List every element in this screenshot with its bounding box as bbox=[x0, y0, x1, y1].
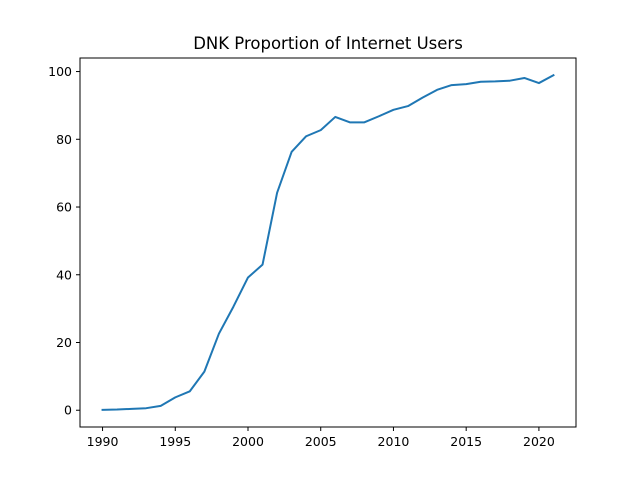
plot-area bbox=[101, 73, 555, 411]
x-axis: 1990 1995 2000 2005 2010 2015 2020 bbox=[87, 427, 555, 449]
x-tick-label: 2010 bbox=[378, 434, 410, 449]
y-tick-label: 100 bbox=[48, 64, 72, 79]
x-tick-label: 1990 bbox=[87, 434, 119, 449]
x-tick-label: 2005 bbox=[305, 434, 337, 449]
x-tick-label: 2015 bbox=[450, 434, 482, 449]
x-tick-label: 2020 bbox=[523, 434, 555, 449]
y-tick-label: 0 bbox=[64, 403, 72, 418]
y-tick-label: 60 bbox=[56, 200, 72, 215]
y-axis: 0 20 40 60 80 100 bbox=[48, 64, 80, 418]
y-tick-label: 20 bbox=[56, 335, 72, 350]
y-tick-label: 40 bbox=[56, 267, 72, 282]
x-tick-label: 2000 bbox=[232, 434, 264, 449]
y-tick-label: 80 bbox=[56, 132, 72, 147]
x-tick-label: 1995 bbox=[159, 434, 191, 449]
chart-title: DNK Proportion of Internet Users bbox=[193, 34, 463, 53]
axes-frame bbox=[79, 57, 577, 428]
series-line bbox=[101, 73, 555, 411]
